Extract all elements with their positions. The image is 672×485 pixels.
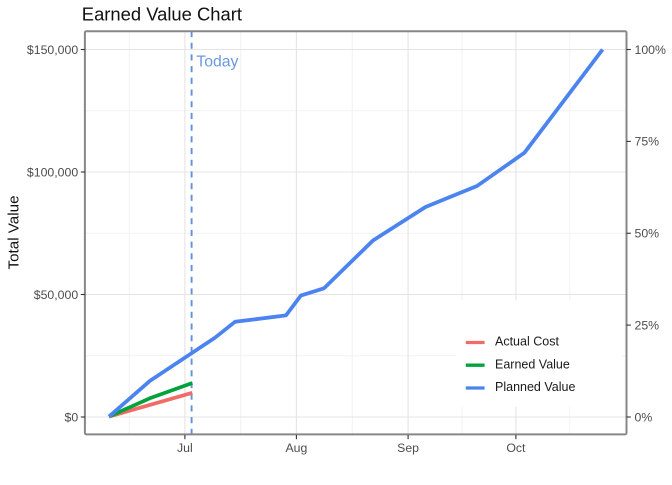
svg-text:Aug: Aug xyxy=(285,441,307,455)
svg-text:25%: 25% xyxy=(635,318,660,332)
svg-text:$0: $0 xyxy=(65,410,79,424)
svg-text:Sep: Sep xyxy=(397,441,419,455)
svg-text:Total Value: Total Value xyxy=(6,195,23,269)
svg-text:Actual Cost: Actual Cost xyxy=(495,335,559,349)
svg-text:100%: 100% xyxy=(635,43,667,57)
svg-text:$100,000: $100,000 xyxy=(27,165,78,179)
svg-text:$50,000: $50,000 xyxy=(34,288,79,302)
svg-text:Jul: Jul xyxy=(177,441,193,455)
svg-text:0%: 0% xyxy=(635,410,653,424)
svg-text:$150,000: $150,000 xyxy=(27,43,78,57)
svg-text:Earned Value Chart: Earned Value Chart xyxy=(82,4,242,25)
svg-text:50%: 50% xyxy=(635,227,660,241)
svg-text:Today: Today xyxy=(196,53,238,70)
svg-text:Oct: Oct xyxy=(506,441,526,455)
svg-text:Planned Value: Planned Value xyxy=(495,380,575,394)
svg-text:Earned Value: Earned Value xyxy=(495,357,570,371)
svg-text:75%: 75% xyxy=(635,135,660,149)
